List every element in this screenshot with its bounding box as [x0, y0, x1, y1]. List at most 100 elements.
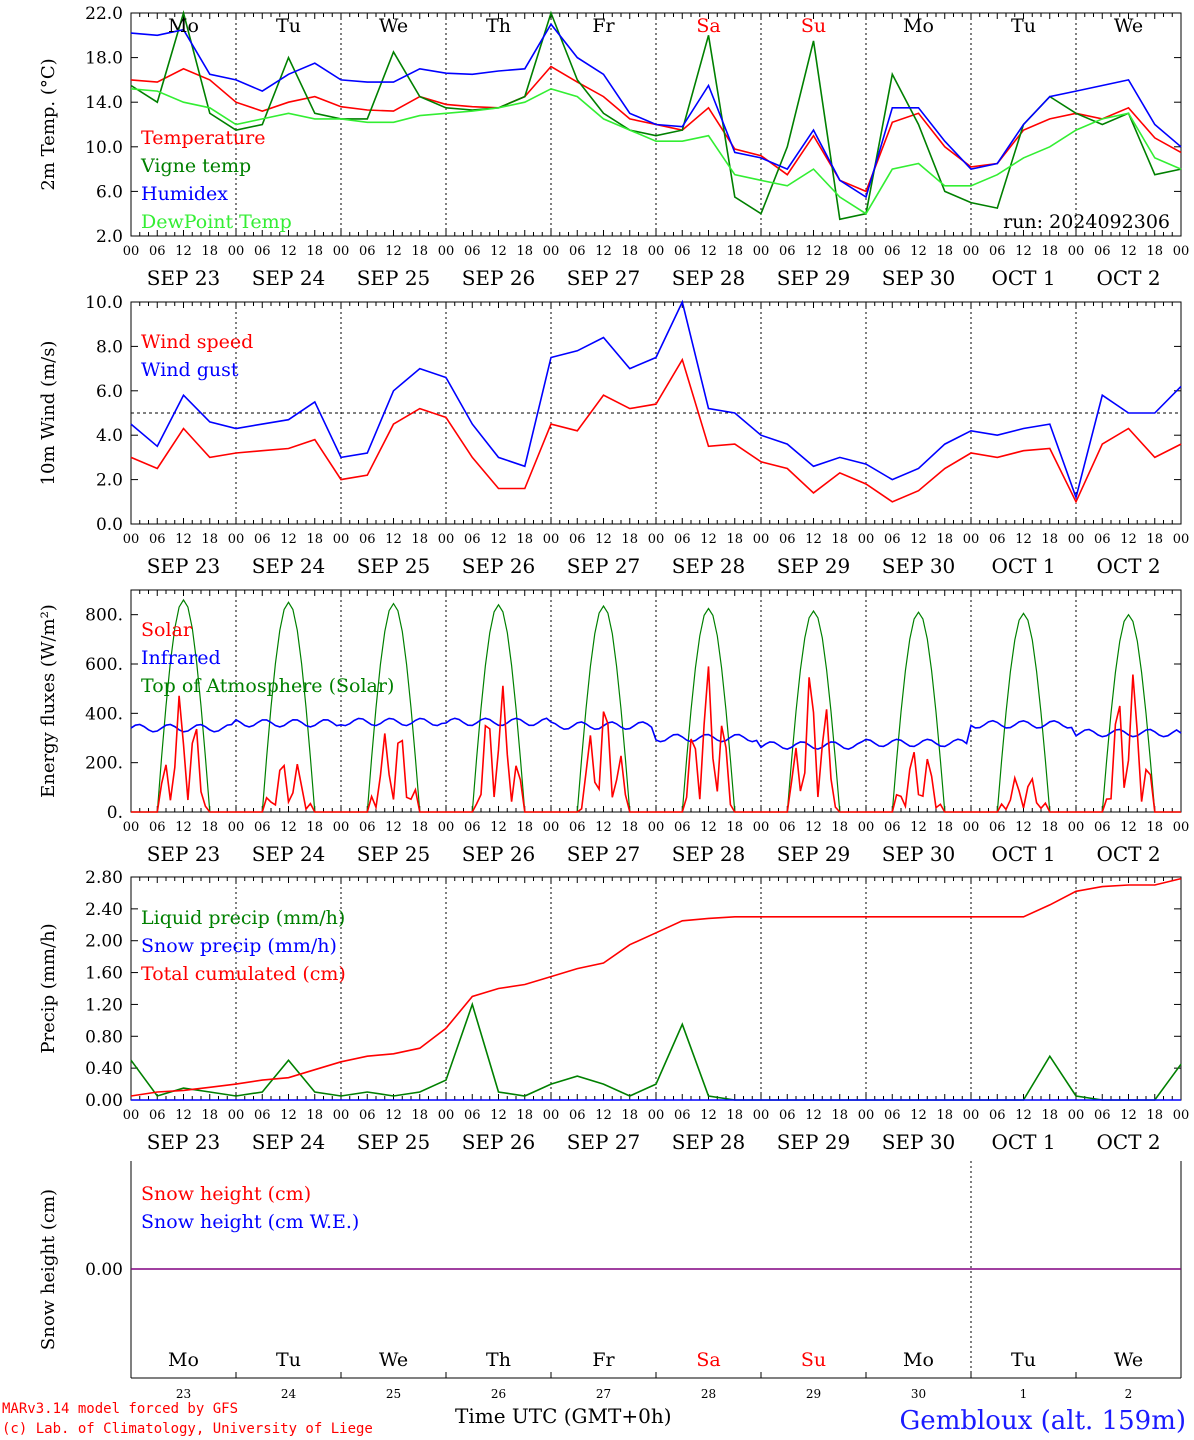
- y-tick-label: 2.0: [96, 227, 123, 247]
- date-label: SEP 24: [252, 1130, 326, 1154]
- hour-tick-label: 06: [884, 820, 901, 835]
- hour-tick-label: 06: [569, 820, 586, 835]
- hour-tick-label: 06: [1094, 1108, 1111, 1123]
- hour-tick-label: 18: [411, 532, 428, 547]
- legend-entry: DewPoint Temp: [141, 211, 292, 233]
- hour-tick-label: 18: [1146, 244, 1163, 259]
- hour-tick-label: 18: [936, 1108, 953, 1123]
- day-number-label: 30: [911, 1387, 926, 1401]
- hour-tick-label: 00: [333, 820, 350, 835]
- hour-tick-label: 00: [648, 532, 665, 547]
- location-label: Gembloux (alt. 159m): [899, 1406, 1186, 1436]
- weekday-label: We: [1114, 1349, 1143, 1371]
- hour-tick-label: 18: [201, 532, 218, 547]
- y-tick-label: 0.00: [85, 1091, 123, 1111]
- date-label: SEP 29: [777, 554, 851, 578]
- hour-tick-label: 00: [858, 820, 875, 835]
- date-label: SEP 23: [147, 1130, 221, 1154]
- hour-tick-label: 18: [411, 820, 428, 835]
- y-tick-label: 800.: [85, 606, 123, 626]
- date-label: SEP 25: [357, 842, 431, 866]
- hour-tick-label: 06: [359, 244, 376, 259]
- date-label: OCT 1: [991, 842, 1055, 866]
- hour-tick-label: 12: [280, 532, 297, 547]
- date-label: SEP 27: [567, 554, 641, 578]
- date-label: SEP 29: [777, 1130, 851, 1154]
- hour-tick-label: 06: [464, 1108, 481, 1123]
- y-tick-label: 18.0: [85, 49, 123, 69]
- hour-tick-label: 12: [1015, 1108, 1032, 1123]
- hour-tick-label: 00: [1173, 1108, 1190, 1123]
- y-tick-label: 10.0: [85, 138, 123, 158]
- hour-tick-label: 12: [385, 244, 402, 259]
- date-label: SEP 26: [462, 266, 536, 290]
- hour-tick-label: 06: [989, 244, 1006, 259]
- date-label: OCT 2: [1096, 842, 1160, 866]
- hour-tick-label: 12: [490, 1108, 507, 1123]
- hour-tick-label: 18: [1146, 532, 1163, 547]
- date-label: SEP 26: [462, 554, 536, 578]
- day-number-label: 25: [386, 1387, 401, 1401]
- date-label: SEP 29: [777, 842, 851, 866]
- hour-tick-label: 06: [569, 1108, 586, 1123]
- y-tick-label: 0.: [107, 803, 123, 823]
- y-tick-label: 8.0: [96, 337, 123, 357]
- date-label: SEP 25: [357, 554, 431, 578]
- hour-tick-label: 18: [831, 1108, 848, 1123]
- hour-tick-label: 12: [910, 532, 927, 547]
- hour-tick-label: 18: [516, 820, 533, 835]
- y-tick-label: 400.: [85, 704, 123, 724]
- hour-tick-label: 00: [228, 1108, 245, 1123]
- hour-tick-label: 06: [779, 532, 796, 547]
- legend-entry: Solar: [141, 619, 193, 641]
- date-label: SEP 28: [672, 1130, 746, 1154]
- hour-tick-label: 12: [1120, 1108, 1137, 1123]
- hour-tick-label: 00: [543, 532, 560, 547]
- hour-tick-label: 06: [884, 532, 901, 547]
- hour-tick-label: 00: [543, 820, 560, 835]
- hour-tick-label: 00: [123, 532, 140, 547]
- hour-tick-label: 12: [490, 244, 507, 259]
- hour-tick-label: 12: [175, 244, 192, 259]
- hour-tick-label: 12: [280, 820, 297, 835]
- weekday-label: We: [379, 1349, 408, 1371]
- hour-tick-label: 18: [306, 532, 323, 547]
- y-tick-label: 10.0: [85, 293, 123, 313]
- solar-series: [131, 666, 1181, 813]
- hour-tick-label: 18: [306, 244, 323, 259]
- hour-tick-label: 18: [1041, 820, 1058, 835]
- hour-tick-label: 18: [726, 244, 743, 259]
- hour-tick-label: 00: [963, 1108, 980, 1123]
- hour-tick-label: 06: [989, 532, 1006, 547]
- hour-tick-label: 18: [936, 820, 953, 835]
- hour-tick-label: 12: [175, 532, 192, 547]
- hour-tick-label: 00: [963, 820, 980, 835]
- hour-tick-label: 06: [359, 532, 376, 547]
- date-label: SEP 28: [672, 266, 746, 290]
- weekday-label: Mo: [903, 1349, 934, 1371]
- weekday-label: Mo: [168, 1349, 199, 1371]
- hour-tick-label: 06: [569, 532, 586, 547]
- hour-tick-label: 06: [674, 820, 691, 835]
- hour-tick-label: 12: [700, 1108, 717, 1123]
- date-label: SEP 27: [567, 842, 641, 866]
- legend-entry: Wind speed: [141, 331, 253, 353]
- hour-tick-label: 06: [1094, 532, 1111, 547]
- hour-tick-label: 00: [963, 532, 980, 547]
- wind-series-1: [130, 299, 1182, 501]
- hour-tick-label: 00: [543, 244, 560, 259]
- hour-tick-label: 00: [543, 1108, 560, 1123]
- hour-tick-label: 12: [385, 820, 402, 835]
- legend-entry: Humidex: [141, 183, 228, 205]
- weekday-label: Sa: [696, 15, 720, 37]
- y-tick-label: 6.0: [96, 182, 123, 202]
- day-number-label: 29: [806, 1387, 821, 1401]
- date-label: SEP 23: [147, 842, 221, 866]
- weekday-label: Sa: [696, 1349, 720, 1371]
- y-tick-label: 22.0: [85, 4, 123, 24]
- hour-tick-label: 06: [884, 244, 901, 259]
- hour-tick-label: 00: [438, 820, 455, 835]
- date-label: SEP 29: [777, 266, 851, 290]
- hour-tick-label: 18: [831, 532, 848, 547]
